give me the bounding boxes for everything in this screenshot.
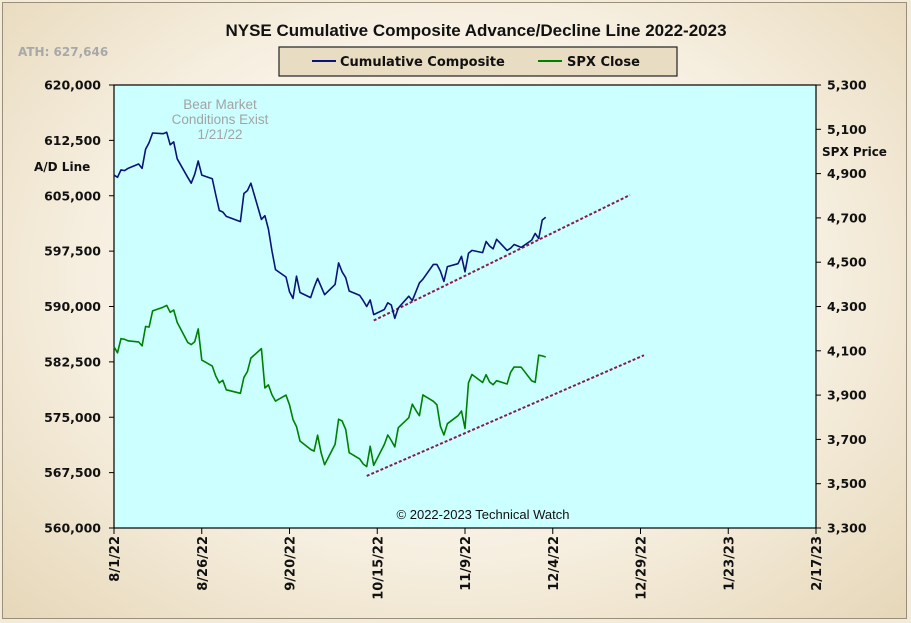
spx-trendline [366, 354, 645, 477]
ath-label: ATH: 627,646 [18, 45, 108, 59]
right-tick-label: 4,100 [827, 343, 867, 358]
right-tick-label: 4,900 [827, 166, 867, 181]
series-lines [113, 131, 547, 468]
x-tick-label: 10/15/22 [371, 536, 386, 600]
x-axis-ticks: 8/1/22 8/26/22 9/20/22 10/15/22 11/9/22 12/4/… [108, 528, 825, 600]
right-tick-label: 5,100 [827, 122, 867, 137]
left-tick-label: 575,000 [44, 410, 101, 425]
x-tick-label: 8/1/22 [108, 536, 123, 582]
x-tick-label: 2/17/23 [810, 536, 825, 591]
x-tick-label: 1/23/23 [722, 536, 737, 591]
x-tick-label: 12/29/22 [635, 536, 650, 600]
legend-box [278, 46, 678, 77]
trendlines [366, 194, 645, 477]
right-tick-label: 4,300 [827, 299, 867, 314]
right-tick-label: 3,500 [827, 476, 867, 491]
right-tick-label: 4,500 [827, 255, 867, 270]
left-tick-label: 582,500 [44, 354, 101, 369]
annotation-line-1: Bear Market [183, 97, 257, 112]
left-tick-label: 567,500 [44, 465, 101, 480]
legend-label-ad: Cumulative Composite [340, 55, 505, 70]
left-tick-label: 620,000 [44, 78, 101, 93]
left-axis-label: A/D Line [34, 160, 90, 174]
copyright-text: © 2022-2023 Technical Watch [397, 507, 570, 522]
x-tick-label: 8/26/22 [196, 536, 211, 591]
right-tick-label: 3,700 [827, 432, 867, 447]
annotation-line-3: 1/21/22 [197, 127, 242, 142]
right-tick-label: 3,900 [827, 388, 867, 403]
right-tick-label: 5,300 [827, 78, 867, 93]
left-tick-label: 612,500 [44, 133, 101, 148]
left-tick-label: 560,000 [44, 521, 101, 536]
plot-area [113, 84, 817, 529]
right-axis-label: SPX Price [822, 145, 887, 159]
x-tick-label: 11/9/22 [459, 536, 474, 591]
bear-market-annotation: Bear Market Conditions Exist 1/21/22 [172, 97, 269, 142]
x-tick-label: 9/20/22 [284, 536, 299, 591]
chart-title: NYSE Cumulative Composite Advance/Declin… [225, 21, 726, 40]
spx-close-series [113, 304, 546, 468]
legend: Cumulative Composite SPX Close [278, 46, 678, 77]
legend-label-spx: SPX Close [567, 55, 640, 70]
left-axis-ticks: 560,000 567,500 575,000 582,500 590,000 597,5… [44, 78, 114, 536]
annotation-line-2: Conditions Exist [172, 112, 269, 127]
left-tick-label: 605,000 [44, 188, 101, 203]
x-tick-label: 12/4/22 [547, 536, 562, 591]
right-tick-label: 3,300 [827, 521, 867, 536]
ad-trendline [373, 194, 631, 322]
left-tick-label: 597,500 [44, 244, 101, 259]
right-tick-label: 4,700 [827, 210, 867, 225]
left-tick-label: 590,000 [44, 299, 101, 314]
right-axis-ticks: 3,300 3,500 3,700 3,900 4,100 4,300 4,500 4,700… [816, 78, 867, 536]
ad-line-series [113, 131, 547, 320]
